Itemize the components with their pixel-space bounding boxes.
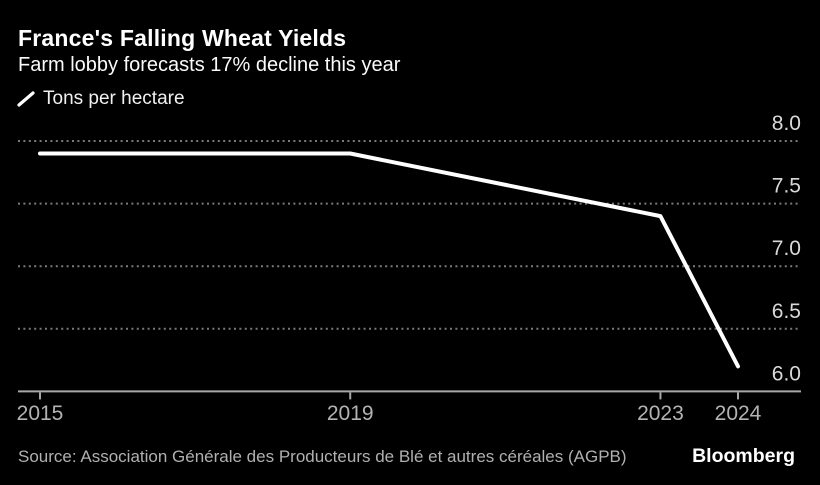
x-tick-label: 2019 xyxy=(327,402,374,425)
y-tick-label: 7.5 xyxy=(772,175,801,198)
legend-label: Tons per hectare xyxy=(43,88,185,109)
data-line-tons-per-hectare xyxy=(38,151,740,369)
chart-title: France's Falling Wheat Yields xyxy=(18,25,347,51)
y-tick-label: 6.0 xyxy=(772,362,801,385)
source-note: Source: Association Générale des Product… xyxy=(18,447,627,466)
line-series-swatch-icon xyxy=(17,91,35,107)
y-tick-label: 6.5 xyxy=(772,300,801,323)
x-tick-label: 2024 xyxy=(715,402,762,425)
y-tick-label: 8.0 xyxy=(772,112,801,135)
chart-subtitle: Farm lobby forecasts 17% decline this ye… xyxy=(18,54,401,76)
legend: Tons per hectare xyxy=(17,88,185,110)
bloomberg-logo: Bloomberg xyxy=(692,445,795,467)
y-tick-label: 7.0 xyxy=(772,237,801,260)
x-tick-label: 2015 xyxy=(17,402,64,425)
x-tick-label: 2023 xyxy=(637,402,684,425)
